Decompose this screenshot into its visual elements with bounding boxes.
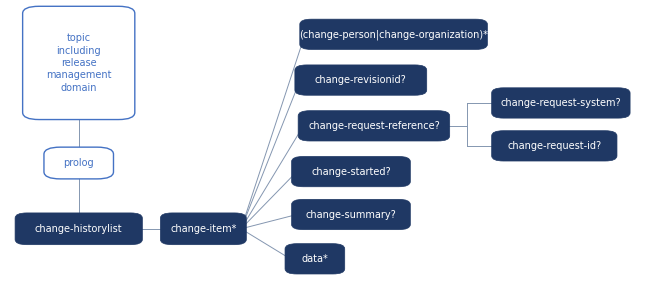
Text: change-request-reference?: change-request-reference?: [308, 121, 440, 131]
Text: change-revisionid?: change-revisionid?: [315, 75, 407, 85]
Text: change-request-system?: change-request-system?: [501, 98, 621, 108]
FancyBboxPatch shape: [300, 19, 487, 49]
Text: prolog: prolog: [64, 158, 94, 168]
FancyBboxPatch shape: [492, 131, 617, 161]
FancyBboxPatch shape: [298, 111, 450, 141]
FancyBboxPatch shape: [291, 199, 411, 230]
FancyBboxPatch shape: [291, 156, 411, 187]
FancyBboxPatch shape: [160, 213, 247, 245]
FancyBboxPatch shape: [15, 213, 142, 245]
FancyBboxPatch shape: [285, 244, 345, 274]
Text: topic
including
release
management
domain: topic including release management domai…: [46, 33, 112, 93]
FancyBboxPatch shape: [492, 88, 630, 118]
FancyBboxPatch shape: [295, 65, 427, 95]
Text: change-historylist: change-historylist: [35, 224, 123, 234]
Text: change-summary?: change-summary?: [306, 210, 396, 219]
Text: change-item*: change-item*: [170, 224, 237, 234]
Text: change-request-id?: change-request-id?: [507, 141, 602, 151]
Text: change-started?: change-started?: [311, 167, 391, 176]
Text: data*: data*: [302, 254, 328, 264]
FancyBboxPatch shape: [22, 6, 135, 120]
FancyBboxPatch shape: [44, 147, 113, 179]
Text: (change-person|change-organization)*: (change-person|change-organization)*: [299, 29, 488, 39]
